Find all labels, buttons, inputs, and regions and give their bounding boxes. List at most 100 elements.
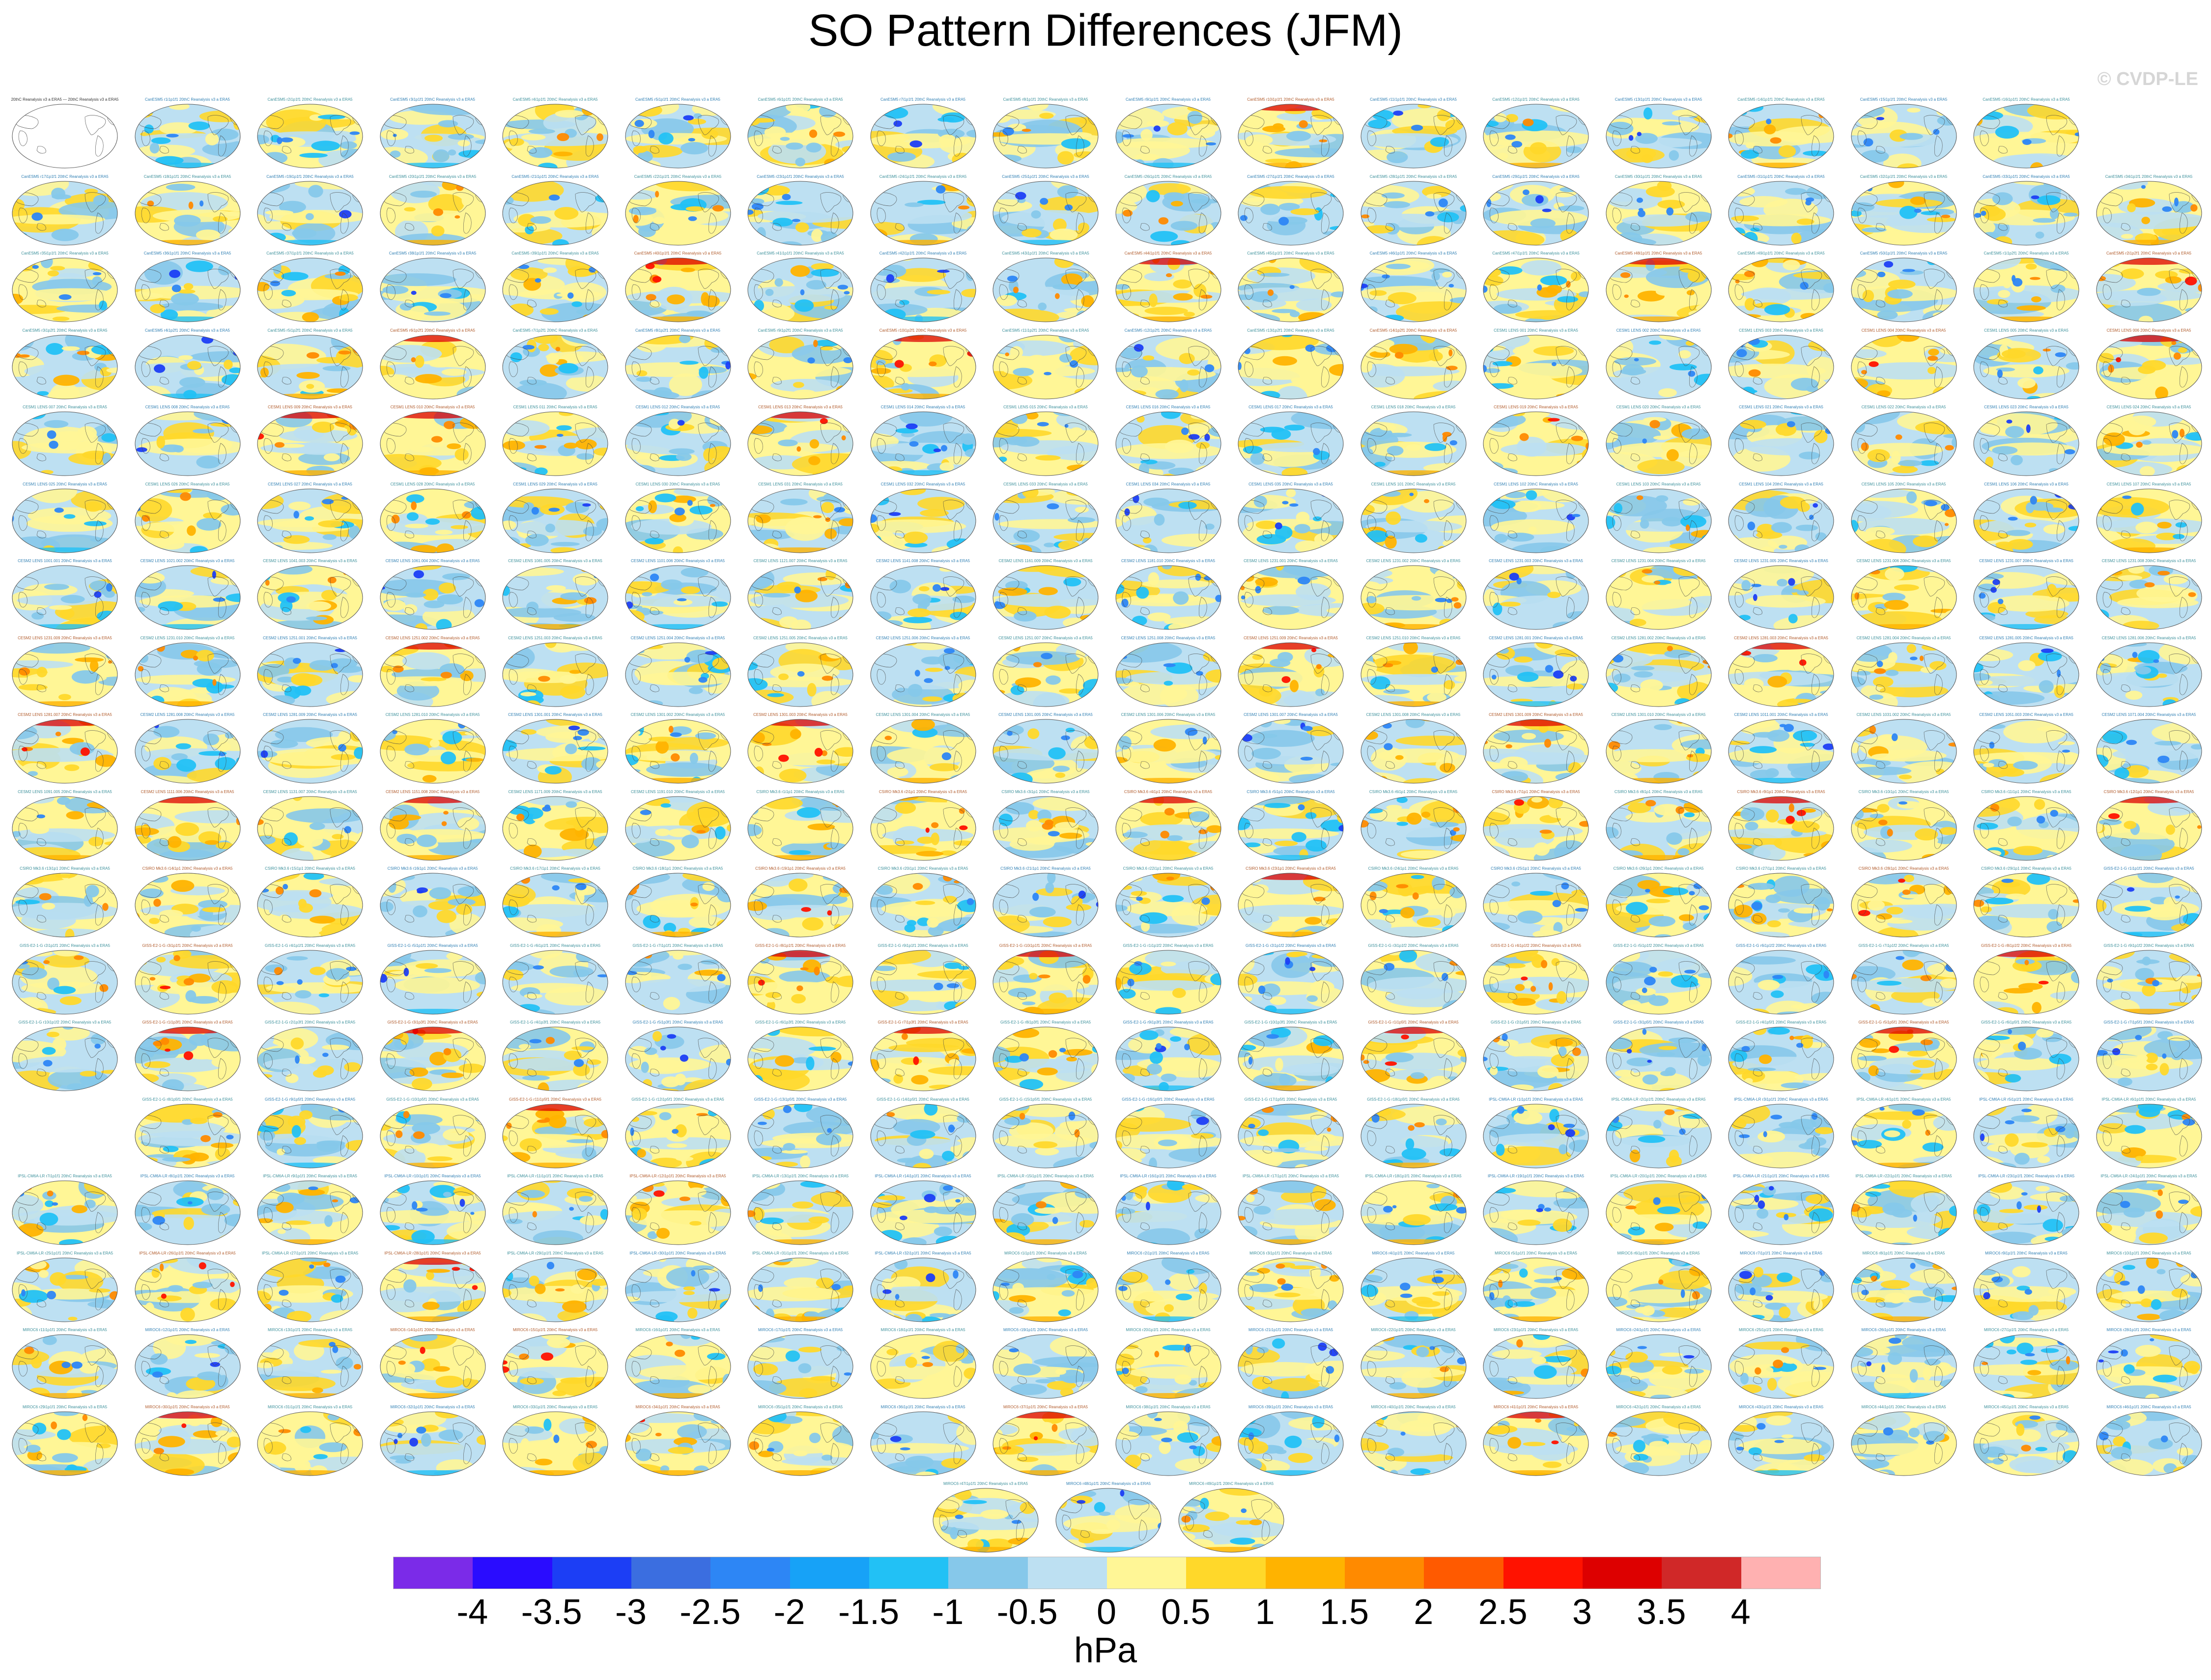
- colorbar-swatch: [1027, 1557, 1107, 1589]
- map-image: [380, 1104, 485, 1168]
- map-panel: GISS-E2-1-G r17i1p5f1 20thC Reanalysis v…: [1234, 1097, 1348, 1170]
- panel-title: MIROC6 r32i1p1f1 20thC Reanalysis v3 a E…: [390, 1404, 475, 1409]
- map-image: [380, 873, 485, 938]
- map-panel: CanESM5 r30i1p1f1 20thC Reanalysis v3 a …: [1602, 174, 1716, 247]
- map-panel: GISS-E2-1-G r10i1p5f1 20thC Reanalysis v…: [376, 1097, 490, 1170]
- map-image: [502, 1026, 608, 1091]
- map-image: [992, 1411, 1099, 1476]
- panel-title: CESM1 LENS 019 20thC Reanalysis v3 a ERA…: [1494, 405, 1578, 409]
- panel-title: CanESM5 r17i1p1f1 20thC Reanalysis v3 a …: [21, 174, 109, 179]
- map-image: [1238, 1026, 1344, 1091]
- map-image: [1973, 719, 2079, 784]
- map-panel: CESM2 LENS 1231.003 20thC Reanalysis v3 …: [1479, 559, 1593, 631]
- panel-title: MIROC6 r47i1p1f1 20thC Reanalysis v3 a E…: [943, 1481, 1028, 1486]
- map-image: [1115, 565, 1221, 630]
- map-panel: 20thC Reanalysis v3 a ERA5 — 20thC Reana…: [8, 97, 122, 170]
- colorbar-tick: -1: [932, 1593, 964, 1632]
- map-panel: CESM1 LENS 012 20thC Reanalysis v3 a ERA…: [621, 405, 735, 478]
- panel-title: CanESM5 r30i1p1f1 20thC Reanalysis v3 a …: [1615, 174, 1702, 179]
- map-panel: CSIRO Mk3.6 r28i1p1 20thC Reanalysis v3 …: [1847, 866, 1961, 939]
- panel-title: CSIRO Mk3.6 r28i1p1 20thC Reanalysis v3 …: [1858, 866, 1949, 871]
- map-image: [1115, 1257, 1221, 1322]
- panel-title: MIROC6 r8i1p1f1 20thC Reanalysis v3 a ER…: [1862, 1251, 1945, 1255]
- map-panel: IPSL-CM6A-LR r12i1p1f1 20thC Reanalysis …: [621, 1174, 735, 1247]
- map-panel: CanESM5 r4i1p2f1 20thC Reanalysis v3 a E…: [131, 328, 245, 401]
- map-panel: CanESM5 r37i1p1f1 20thC Reanalysis v3 a …: [253, 251, 367, 324]
- map-panel: CanESM5 r12i1p1f1 20thC Reanalysis v3 a …: [1479, 97, 1593, 170]
- map-panel: GISS-E2-1-G r9i1p1f1 20thC Reanalysis v3…: [866, 943, 980, 1016]
- panel-title: CESM2 LENS 1041.003 20thC Reanalysis v3 …: [263, 559, 357, 563]
- panel-title: CanESM5 r8i1p1f1 20thC Reanalysis v3 a E…: [1003, 97, 1088, 102]
- panel-title: CSIRO Mk3.6 r15i1p1 20thC Reanalysis v3 …: [265, 866, 355, 871]
- map-panel: CESM2 LENS 1171.009 20thC Reanalysis v3 …: [498, 790, 612, 862]
- map-image: [257, 950, 363, 1014]
- map-panel: MIROC6 r40i1p1f1 20thC Reanalysis v3 a E…: [1357, 1405, 1471, 1478]
- panel-title: CESM1 LENS 031 20thC Reanalysis v3 a ERA…: [758, 482, 843, 486]
- map-panel: CESM1 LENS 021 20thC Reanalysis v3 a ERA…: [1724, 405, 1838, 478]
- panel-title: CESM1 LENS 024 20thC Reanalysis v3 a ERA…: [2106, 405, 2191, 409]
- panel-title: CESM2 LENS 1251.009 20thC Reanalysis v3 …: [1244, 635, 1338, 640]
- panel-title: CSIRO Mk3.6 r3i1p1 20thC Reanalysis v3 a…: [1001, 789, 1090, 794]
- map-panel: MIROC6 r2i1p1f1 20thC Reanalysis v3 a ER…: [1111, 1251, 1225, 1324]
- map-panel: CSIRO Mk3.6 r11i1p1 20thC Reanalysis v3 …: [1969, 790, 2083, 862]
- map-panel: GISS-E2-1-G r14i1p5f1 20thC Reanalysis v…: [866, 1097, 980, 1170]
- map-panel: CSIRO Mk3.6 r10i1p1 20thC Reanalysis v3 …: [1847, 790, 1961, 862]
- panel-title: MIROC6 r14i1p1f1 20thC Reanalysis v3 a E…: [390, 1328, 475, 1332]
- panel-title: CanESM5 r29i1p1f1 20thC Reanalysis v3 a …: [1492, 174, 1580, 179]
- panel-title: CSIRO Mk3.6 r21i1p1 20thC Reanalysis v3 …: [1000, 866, 1091, 871]
- panel-title: GISS-E2-1-G r15i1p5f1 20thC Reanalysis v…: [999, 1097, 1092, 1102]
- map-panel: CESM1 LENS 102 20thC Reanalysis v3 a ERA…: [1479, 482, 1593, 555]
- map-image: [1483, 873, 1589, 938]
- map-panel: CESM1 LENS 011 20thC Reanalysis v3 a ERA…: [498, 405, 612, 478]
- colorbar-tick: -0.5: [996, 1593, 1058, 1632]
- map-panel: GISS-E2-1-G r1i1p3f1 20thC Reanalysis v3…: [131, 1020, 245, 1093]
- panel-title: MIROC6 r26i1p1f1 20thC Reanalysis v3 a E…: [1861, 1328, 1946, 1332]
- panel-title: IPSL-CM6A-LR r25i1p1f1 20thC Reanalysis …: [16, 1251, 113, 1255]
- panel-title: CanESM5 r37i1p1f1 20thC Reanalysis v3 a …: [266, 251, 354, 256]
- panel-title: IPSL-CM6A-LR r6i1p1f1 20thC Reanalysis v…: [2101, 1097, 2196, 1102]
- map-image: [1606, 1411, 1711, 1476]
- colorbar-tick: 3: [1572, 1593, 1592, 1632]
- map-image: [2096, 488, 2202, 553]
- panel-title: GISS-E2-1-G r13i1p5f1 20thC Reanalysis v…: [754, 1097, 847, 1102]
- map-image: [1606, 565, 1711, 630]
- map-image: [747, 257, 853, 322]
- map-panel: CESM2 LENS 1031.002 20thC Reanalysis v3 …: [1847, 712, 1961, 785]
- map-image: [1851, 181, 1956, 245]
- panel-title: CESM2 LENS 1251.008 20thC Reanalysis v3 …: [1121, 635, 1216, 640]
- map-image: [747, 181, 853, 245]
- map-image: [992, 104, 1099, 169]
- colorbar-swatch: [1344, 1557, 1424, 1589]
- colorbar-swatch: [1662, 1557, 1741, 1589]
- map-image: [12, 565, 118, 630]
- panel-title: CESM1 LENS 018 20thC Reanalysis v3 a ERA…: [1371, 405, 1456, 409]
- map-image: [1238, 1257, 1344, 1322]
- map-image: [12, 411, 118, 476]
- map-image: [257, 719, 363, 784]
- map-panel: IPSL-CM6A-LR r6i1p1f1 20thC Reanalysis v…: [2092, 1097, 2206, 1170]
- map-image: [135, 1104, 240, 1168]
- map-panel: CESM1 LENS 018 20thC Reanalysis v3 a ERA…: [1357, 405, 1471, 478]
- map-panel: CESM1 LENS 024 20thC Reanalysis v3 a ERA…: [2092, 405, 2206, 478]
- map-panel: MIROC6 r17i1p1f1 20thC Reanalysis v3 a E…: [743, 1328, 857, 1400]
- map-image: [2096, 1334, 2202, 1399]
- map-image: [1851, 411, 1956, 476]
- map-panel: CESM1 LENS 033 20thC Reanalysis v3 a ERA…: [989, 482, 1103, 555]
- map-panel: CanESM5 r47i1p1f1 20thC Reanalysis v3 a …: [1479, 251, 1593, 324]
- map-panel: MIROC6 r36i1p1f1 20thC Reanalysis v3 a E…: [866, 1405, 980, 1478]
- map-panel: MIROC6 r31i1p1f1 20thC Reanalysis v3 a E…: [253, 1405, 367, 1478]
- map-panel: CESM2 LENS 1071.004 20thC Reanalysis v3 …: [2092, 712, 2206, 785]
- map-panel: MIROC6 r26i1p1f1 20thC Reanalysis v3 a E…: [1847, 1328, 1961, 1400]
- map-panel: IPSL-CM6A-LR r11i1p1f1 20thC Reanalysis …: [498, 1174, 612, 1247]
- map-panel: GISS-E2-1-G r5i1p5f1 20thC Reanalysis v3…: [1847, 1020, 1961, 1093]
- map-panel: IPSL-CM6A-LR r5i1p1f1 20thC Reanalysis v…: [1969, 1097, 2083, 1170]
- colorbar-tick: -2.5: [680, 1593, 741, 1632]
- map-panel: GISS-E2-1-G r9i1p1f2 20thC Reanalysis v3…: [2092, 943, 2206, 1016]
- map-panel: CESM1 LENS 032 20thC Reanalysis v3 a ERA…: [866, 482, 980, 555]
- map-image: [2096, 873, 2202, 938]
- panel-title: CanESM5 r9i1p2f1 20thC Reanalysis v3 a E…: [758, 328, 843, 333]
- map-image: [257, 873, 363, 938]
- map-image: [1851, 565, 1956, 630]
- map-image: [1728, 488, 1834, 553]
- map-panel: CESM2 LENS 1231.010 20thC Reanalysis v3 …: [131, 636, 245, 709]
